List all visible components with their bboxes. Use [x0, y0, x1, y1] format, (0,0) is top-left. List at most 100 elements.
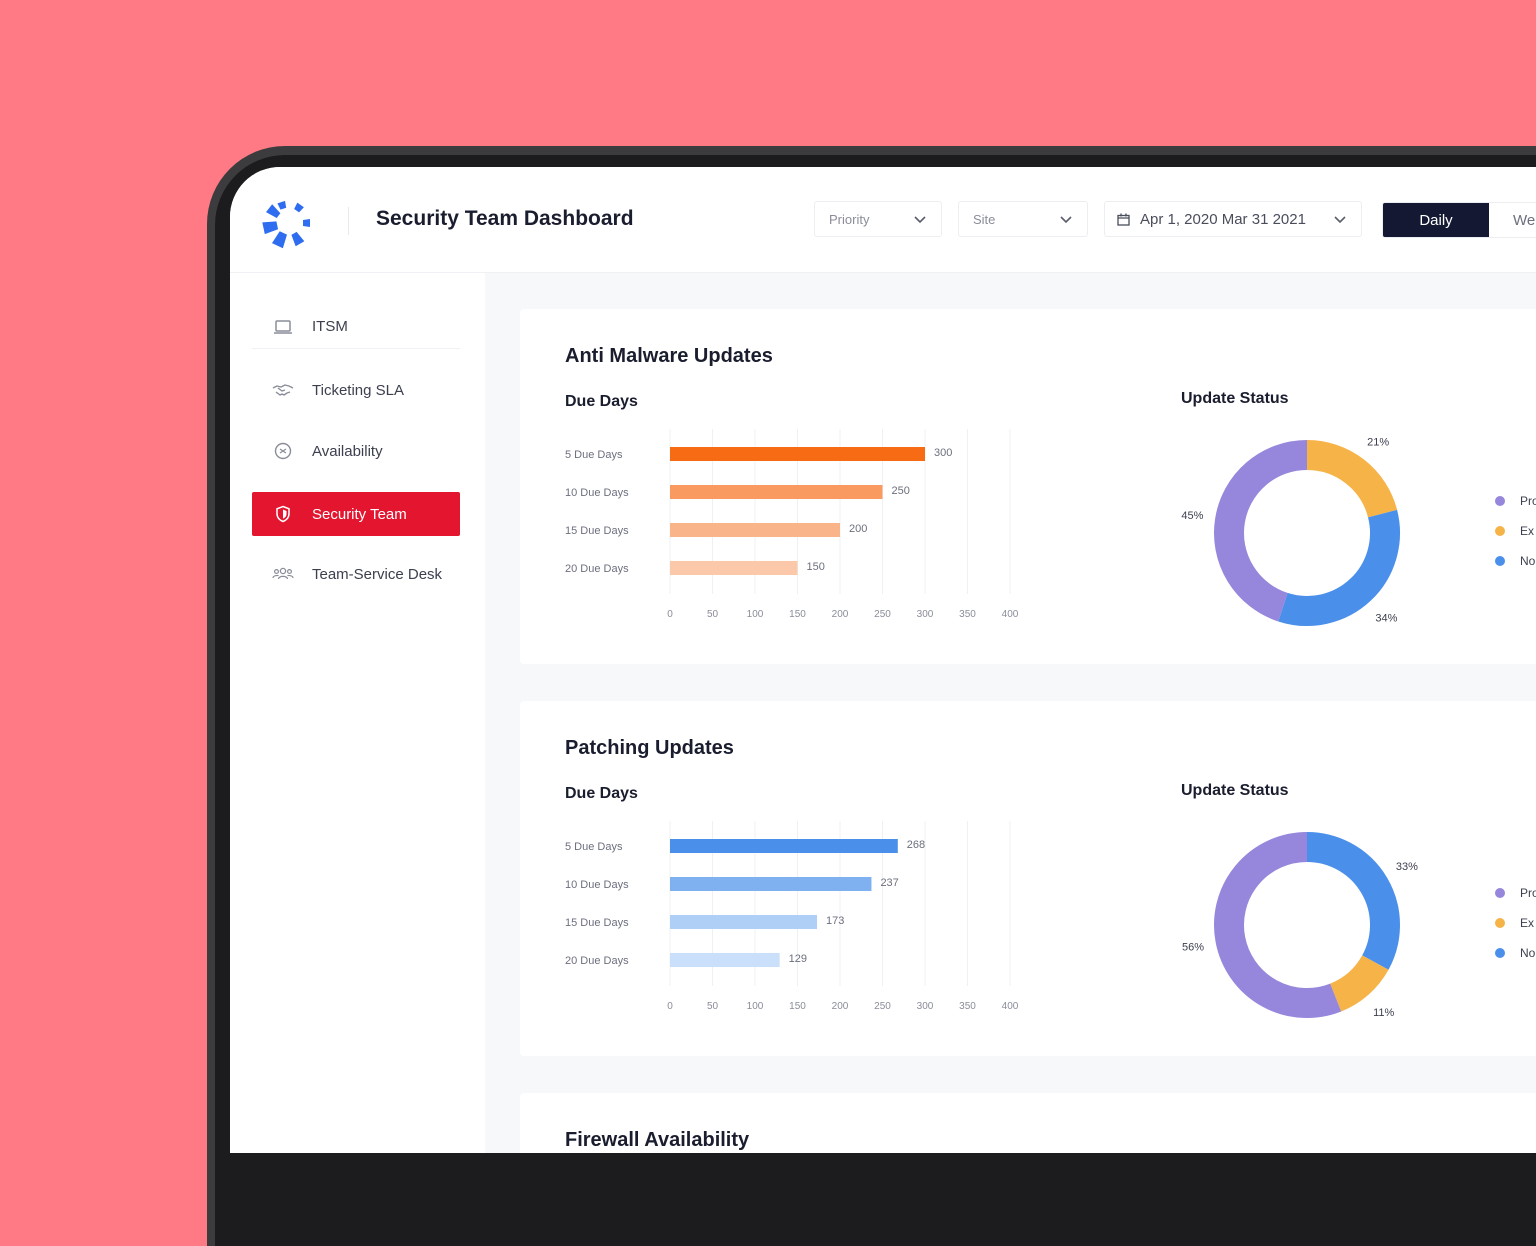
- y-category-label: 15 Due Days: [565, 917, 629, 929]
- legend-label: Ex: [1520, 524, 1535, 538]
- date-range-picker[interactable]: Apr 1, 2020 Mar 31 2021: [1104, 201, 1362, 237]
- site-dropdown-label: Site: [973, 211, 996, 227]
- bar-value-label: 300: [934, 447, 952, 459]
- legend-item[interactable]: Ex: [1495, 916, 1534, 930]
- bar[interactable]: [670, 485, 883, 499]
- donut-segment[interactable]: [1214, 832, 1342, 1018]
- chevron-down-icon: [1334, 216, 1346, 224]
- shield-icon: [276, 505, 290, 523]
- bar[interactable]: [670, 561, 798, 575]
- donut-segment[interactable]: [1306, 832, 1400, 970]
- chevron-down-icon: [1060, 216, 1072, 224]
- bar[interactable]: [670, 447, 925, 461]
- users-icon: [272, 567, 294, 580]
- priority-dropdown-label: Priority: [829, 211, 870, 227]
- y-category-label: 20 Due Days: [565, 955, 629, 967]
- bar[interactable]: [670, 877, 872, 891]
- tab-weekly[interactable]: We: [1489, 203, 1536, 237]
- bar-value-label: 237: [880, 877, 898, 889]
- update-status-donut-chart: 21% 34% 45%: [1181, 436, 1400, 626]
- sidebar-item-ticketing-sla[interactable]: Ticketing SLA: [252, 368, 460, 412]
- sidebar-item-itsm[interactable]: ITSM: [252, 305, 460, 349]
- sidebar-item-availability[interactable]: Availability: [252, 429, 460, 473]
- legend-dot: [1495, 556, 1505, 566]
- legend-label: No: [1520, 554, 1536, 568]
- firewall-availability-card: Firewall Availability: [520, 1093, 1536, 1153]
- laptop-icon: [274, 319, 292, 334]
- sidebar-item-label: ITSM: [312, 318, 348, 335]
- sidebar-item-label: Security Team: [312, 505, 407, 523]
- legend-item[interactable]: Pro: [1495, 886, 1536, 900]
- donut-segment[interactable]: [1306, 440, 1398, 518]
- legend-item[interactable]: Pro: [1495, 494, 1536, 508]
- app-screen: Security Team Dashboard Priority Site Ap…: [230, 167, 1536, 1153]
- anti-malware-card: Anti Malware Updates Due Days Update Sta…: [520, 309, 1536, 664]
- bar-value-label: 150: [807, 561, 825, 573]
- x-tick-label: 250: [874, 609, 891, 620]
- chevron-down-icon: [914, 216, 926, 224]
- donut-chart-title: Update Status: [1181, 782, 1289, 799]
- y-category-label: 10 Due Days: [565, 879, 629, 891]
- x-tick-label: 250: [874, 1001, 891, 1012]
- date-range-label: Apr 1, 2020 Mar 31 2021: [1140, 210, 1306, 228]
- bar[interactable]: [670, 915, 818, 929]
- legend-dot: [1495, 526, 1505, 536]
- legend-label: Pro: [1520, 494, 1536, 508]
- bar[interactable]: [670, 523, 840, 537]
- legend-dot: [1495, 888, 1505, 898]
- sidebar-item-team-service-desk[interactable]: Team-Service Desk: [252, 552, 460, 596]
- x-tick-label: 100: [747, 1001, 764, 1012]
- legend-dot: [1495, 918, 1505, 928]
- x-tick-label: 350: [959, 1001, 976, 1012]
- legend-dot: [1495, 496, 1505, 506]
- bar-value-label: 200: [849, 523, 867, 535]
- x-tick-label: 350: [959, 609, 976, 620]
- section-title: Firewall Availability: [565, 1129, 750, 1151]
- main-content: Anti Malware Updates Due Days Update Sta…: [485, 273, 1536, 1153]
- handshake-icon: [272, 384, 294, 396]
- legend-item[interactable]: No: [1495, 554, 1535, 568]
- x-tick-label: 50: [707, 1001, 719, 1012]
- x-tick-label: 50: [707, 609, 719, 620]
- section-title: Patching Updates: [565, 737, 734, 759]
- x-tick-label: 300: [917, 609, 934, 620]
- due-days-bar-chart: 0 50 100 150 200 250 300 350 400 5 Due Days 300 10 …: [565, 429, 1019, 620]
- page-title: Security Team Dashboard: [376, 207, 634, 230]
- x-tick-label: 150: [789, 1001, 806, 1012]
- bar[interactable]: [670, 953, 780, 967]
- donut-percent-label: 56%: [1182, 942, 1204, 954]
- top-header: Security Team Dashboard Priority Site Ap…: [230, 167, 1536, 273]
- y-category-label: 20 Due Days: [565, 563, 629, 575]
- legend-item[interactable]: Ex: [1495, 524, 1534, 538]
- donut-segment[interactable]: [1278, 509, 1400, 626]
- priority-dropdown[interactable]: Priority: [814, 201, 942, 237]
- sidebar-item-security-team[interactable]: Security Team: [252, 492, 460, 536]
- x-tick-label: 200: [832, 1001, 849, 1012]
- legend-label: No: [1520, 946, 1536, 960]
- donut-chart-title: Update Status: [1181, 390, 1289, 407]
- view-tabs: Daily We: [1382, 202, 1536, 238]
- legend-item[interactable]: No: [1495, 946, 1535, 960]
- bar[interactable]: [670, 839, 898, 853]
- bar-value-label: 129: [789, 953, 807, 965]
- donut-percent-label: 33%: [1396, 861, 1418, 873]
- y-category-label: 15 Due Days: [565, 525, 629, 537]
- donut-percent-label: 21%: [1367, 436, 1389, 448]
- y-category-label: 5 Due Days: [565, 841, 623, 853]
- x-tick-label: 150: [789, 609, 806, 620]
- donut-segment[interactable]: [1214, 440, 1308, 622]
- tab-daily[interactable]: Daily: [1383, 203, 1489, 237]
- legend-dot: [1495, 948, 1505, 958]
- site-dropdown[interactable]: Site: [958, 201, 1088, 237]
- x-tick-label: 300: [917, 1001, 934, 1012]
- patching-updates-card: Patching Updates Due Days Update Status …: [520, 701, 1536, 1056]
- calendar-icon: [1117, 213, 1130, 226]
- brand-logo-icon[interactable]: [262, 197, 314, 249]
- donut-segment[interactable]: [1329, 954, 1389, 1012]
- x-tick-label: 0: [667, 609, 673, 620]
- donut-percent-label: 45%: [1181, 510, 1203, 522]
- x-tick-label: 100: [747, 609, 764, 620]
- legend-label: Ex: [1520, 916, 1535, 930]
- section-title: Anti Malware Updates: [565, 345, 773, 367]
- bar-value-label: 250: [892, 485, 910, 497]
